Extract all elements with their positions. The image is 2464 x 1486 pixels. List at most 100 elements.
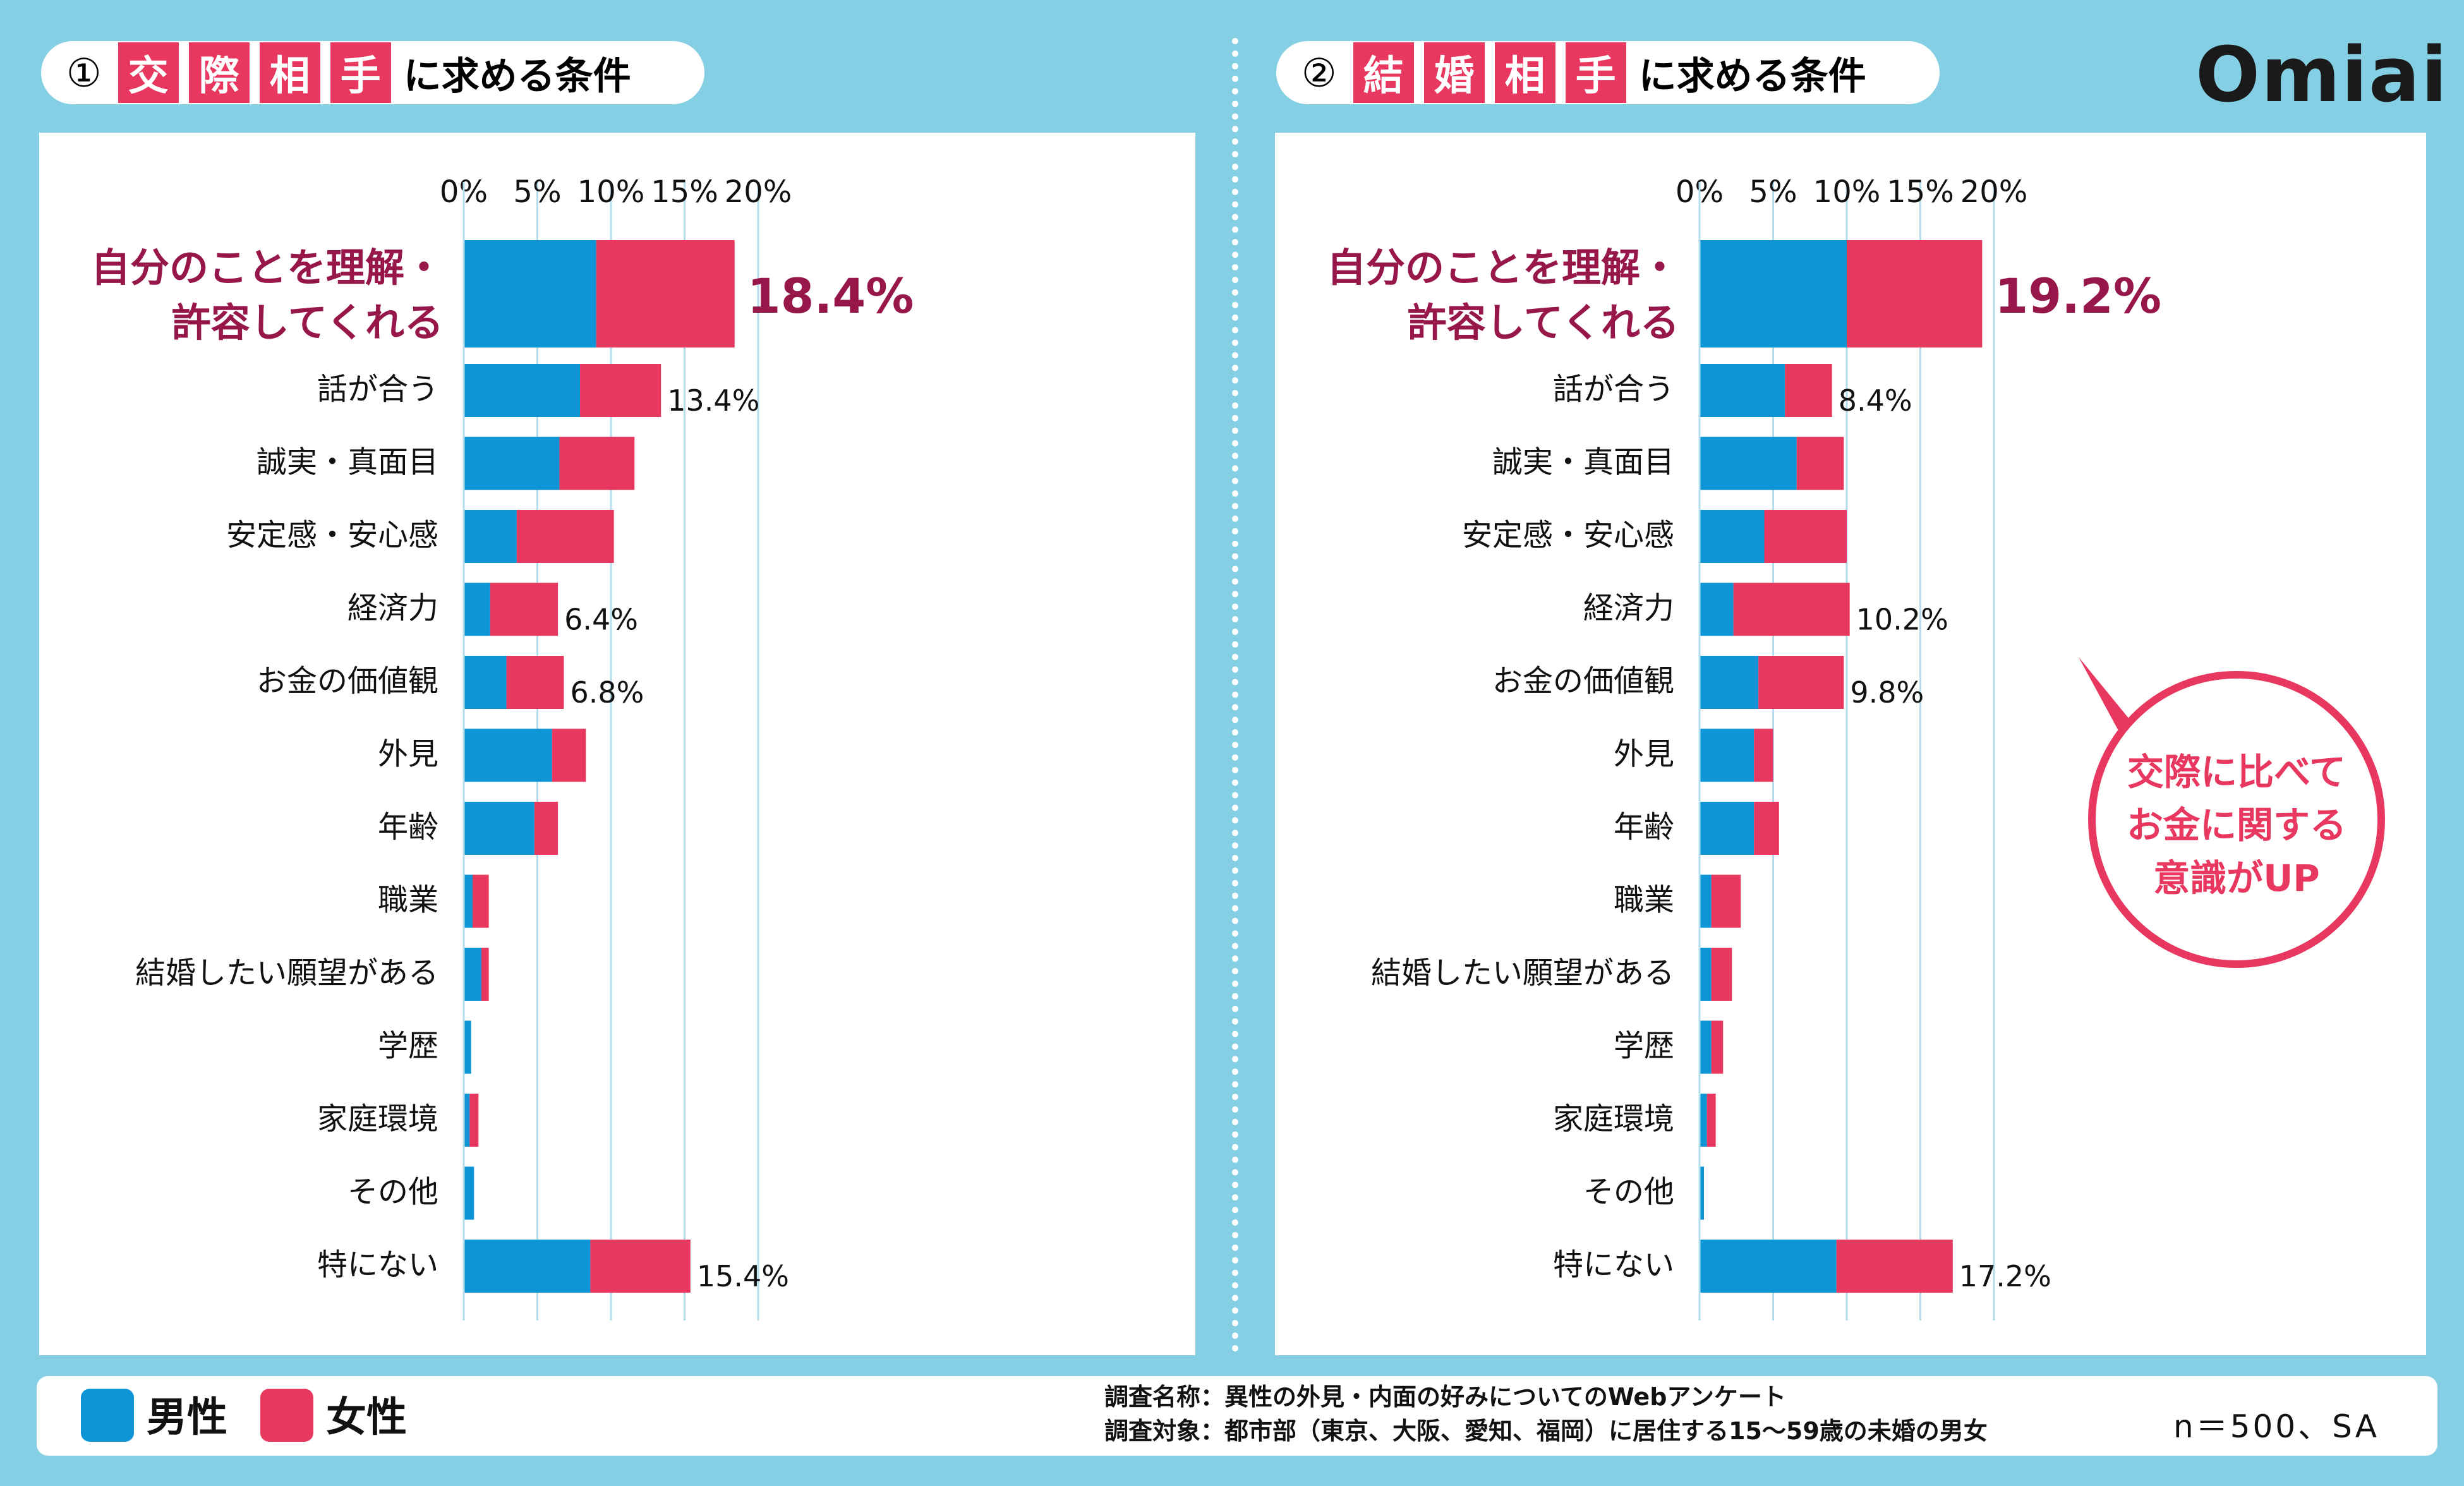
legend-female-label: 女性 (326, 1394, 407, 1441)
bar-female (534, 802, 559, 855)
panel1-title-char: 手 (330, 42, 391, 103)
bar-female (506, 656, 564, 709)
bar-female (1785, 364, 1832, 417)
data-label: 6.8% (570, 675, 644, 710)
category-label: お金の価値観 (257, 663, 438, 699)
bar-male (1700, 802, 1754, 855)
x-tick-label: 5% (513, 174, 561, 210)
bar-male (464, 583, 490, 636)
bar-male (1700, 656, 1759, 709)
chart-2: 0% 5% 10% 15% 20%自分のことを理解・許容してくれる 19.2%話が合う 8.… (1327, 174, 2161, 1320)
bar-male (1700, 1240, 1837, 1293)
panel1-title-rest: に求める条件 (403, 54, 631, 99)
bar-male (464, 1094, 470, 1147)
data-label: 9.8% (1850, 675, 1924, 710)
category-label: その他 (1583, 1175, 1674, 1210)
panel1-title-char: 相 (259, 42, 320, 103)
bar-male (464, 728, 552, 782)
category-label: 年齢 (378, 809, 438, 845)
bar-female (1796, 437, 1844, 490)
category-label: 安定感・安心感 (226, 517, 438, 553)
bar-female (1758, 656, 1844, 709)
bar-male (1700, 874, 1712, 928)
category-label: 職業 (1614, 883, 1674, 918)
bar-female (559, 437, 635, 490)
bar-male (464, 1240, 591, 1293)
category-label: 外見 (378, 737, 438, 772)
category-label: 誠実・真面目 (1492, 445, 1674, 480)
legend-female-swatch (260, 1389, 313, 1442)
bar-male (1700, 728, 1754, 782)
bar-male (464, 802, 534, 855)
category-label: 経済力 (1583, 591, 1674, 626)
panel1-title-char: 際 (188, 42, 250, 103)
category-label: 家庭環境 (317, 1101, 438, 1137)
bar-female (469, 1094, 479, 1147)
category-label: 許容してくれる (1408, 299, 1679, 346)
panel1-title-char: 交 (118, 42, 179, 103)
bar-male (1700, 583, 1734, 636)
bar-male (1700, 240, 1847, 347)
callout-line: 意識がUP (2153, 857, 2320, 900)
bar-female (516, 510, 614, 563)
x-tick-label: 10% (577, 174, 645, 210)
bar-female (590, 1240, 691, 1293)
omiai-logo: Omiai (2195, 32, 2449, 119)
bar-male (464, 656, 507, 709)
bar-male (1700, 948, 1712, 1001)
bar-female (596, 240, 735, 347)
x-tick-label: 20% (725, 174, 792, 210)
bar-male (1700, 364, 1785, 417)
bar-male (1700, 1094, 1707, 1147)
panel1-title: ① 交 際 相 手 に求める条件 (41, 41, 704, 104)
bar-male (1700, 437, 1797, 490)
data-label: 17.2% (1959, 1259, 2051, 1293)
bar-female (1733, 583, 1850, 636)
panel2-title-char: 相 (1494, 42, 1555, 103)
bar-male (464, 1020, 471, 1074)
data-label: 13.4% (667, 384, 759, 418)
bar-female (1711, 948, 1732, 1001)
bar-male (464, 1166, 474, 1220)
bar-male (1700, 1020, 1712, 1074)
bar-male (1700, 1166, 1704, 1220)
chart-1: 0% 5% 10% 15% 20%自分のことを理解・許容してくれる 18.4%話が合う 13… (91, 174, 914, 1320)
bar-male (464, 510, 517, 563)
category-label: 話が合う (317, 372, 438, 407)
category-label: その他 (347, 1175, 438, 1210)
bar-female (1836, 1240, 1953, 1293)
category-label: 年齢 (1614, 809, 1674, 845)
sample-size: n＝500、SA (2173, 1408, 2379, 1445)
category-label: 話が合う (1553, 372, 1674, 407)
bar-female (1754, 728, 1773, 782)
bar-female (580, 364, 661, 417)
legend-footer (37, 1376, 2437, 1456)
bar-female (490, 583, 559, 636)
category-label: 家庭環境 (1553, 1101, 1674, 1137)
callout-text: 交際に比べて お金に関する 意識がUP (2088, 746, 2385, 905)
category-label: 誠実・真面目 (257, 445, 438, 480)
bar-female (1754, 802, 1779, 855)
x-tick-label: 15% (651, 174, 718, 210)
category-label: 自分のことを理解・ (91, 245, 444, 291)
bar-male (464, 437, 560, 490)
bar-female (1764, 510, 1847, 563)
callout-line: 交際に比べて (2127, 751, 2346, 794)
panel2-title-char: 手 (1565, 42, 1626, 103)
survey-name: 調査名称：異性の外見・内面の好みについてのWebアンケート (1104, 1383, 1786, 1411)
bar-male (464, 874, 473, 928)
survey-target: 調査対象：都市部（東京、大阪、愛知、福岡）に居住する15～59歳の未婚の男女 (1104, 1417, 1988, 1445)
category-label: お金の価値観 (1492, 663, 1674, 699)
bar-female (481, 948, 489, 1001)
panel2-number: ② (1301, 49, 1337, 96)
bar-female (472, 874, 489, 928)
data-label: 15.4% (697, 1259, 789, 1293)
panel2-title-char: 婚 (1423, 42, 1485, 103)
chart-panel-1: 0% 5% 10% 15% 20% 自分のことを理解・ 許容してくれる 18.4% 話が合う 13… (39, 133, 1195, 1355)
x-tick-label: 15% (1887, 174, 1954, 210)
category-label: 学歴 (1614, 1029, 1674, 1064)
bar-female (1847, 240, 1983, 347)
x-tick-label: 5% (1749, 174, 1797, 210)
callout-line: お金に関する (2126, 804, 2346, 847)
bar-male (1700, 510, 1765, 563)
